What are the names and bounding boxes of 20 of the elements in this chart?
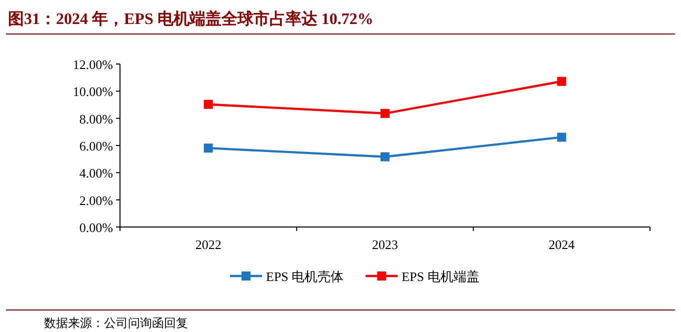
- point: [380, 152, 390, 162]
- y-tick-label: 10.00%: [72, 84, 114, 100]
- point: [557, 132, 566, 142]
- point: [204, 100, 213, 109]
- point: [204, 144, 213, 153]
- y-tick-label: 4.00%: [79, 166, 114, 181]
- legend-label: EPS 电机壳体: [266, 269, 344, 284]
- y-tick-label: 8.00%: [79, 111, 114, 126]
- point: [557, 76, 566, 86]
- point: [380, 108, 390, 118]
- y-tick-label: 6.00%: [79, 138, 114, 154]
- y-tick-label: 12.00%: [72, 57, 114, 72]
- legend-label: EPS 电机端盖: [402, 269, 480, 284]
- chart-title: 图31：2024 年，EPS 电机端盖全球市占率达 10.72%: [8, 9, 374, 28]
- x-tick-label: 2024: [548, 237, 576, 252]
- y-tick-label: 0.00%: [79, 220, 114, 235]
- y-tick-label: 2.00%: [79, 192, 114, 208]
- source-note: 数据来源：公司问询函回复: [44, 316, 188, 330]
- x-tick-label: 2023: [372, 237, 398, 252]
- x-tick-label: 2022: [195, 237, 222, 252]
